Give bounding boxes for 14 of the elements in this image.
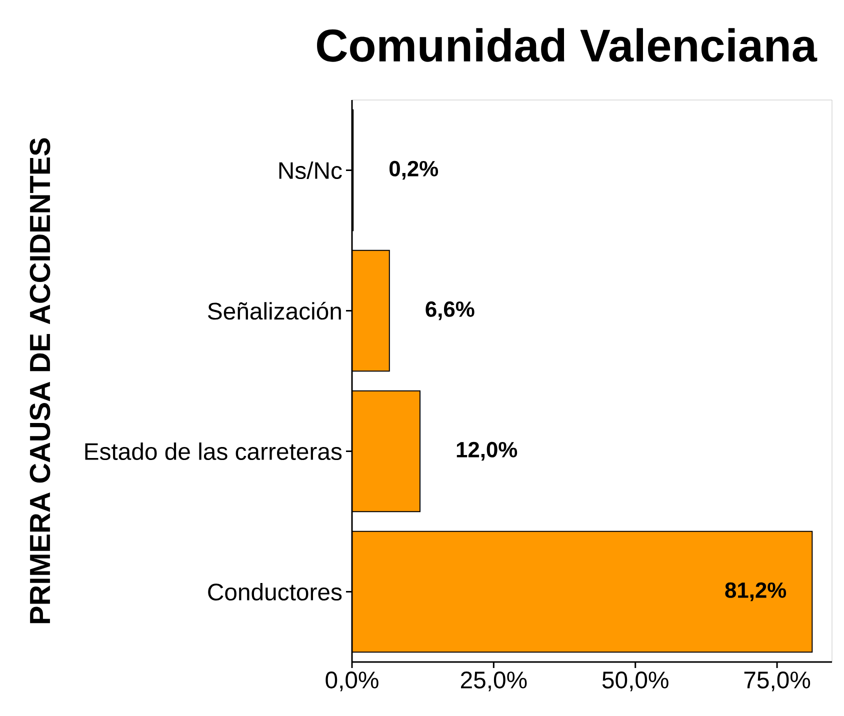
y-axis-title: PRIMERA CAUSA DE ACCIDENTES <box>30 138 50 624</box>
y-tick-label: Ns/Nc <box>279 161 342 180</box>
y-tick-label: Estado de las carreteras <box>85 442 342 460</box>
x-tick-label: 50,0% <box>602 672 668 692</box>
chart-title: Comunidad Valenciana <box>317 28 818 62</box>
data-label: 12,0% <box>456 442 518 461</box>
y-tick-label: Conductores <box>208 582 342 601</box>
data-label: 6,6% <box>426 301 474 320</box>
x-tick-label: 0,0% <box>326 672 378 692</box>
x-tick-label: 75,0% <box>744 672 810 692</box>
data-label: 81,2% <box>725 582 786 602</box>
y-tick-label: Señalización <box>208 302 341 320</box>
data-label: 0,2% <box>390 160 438 180</box>
x-tick-label: 25,0% <box>460 672 527 692</box>
